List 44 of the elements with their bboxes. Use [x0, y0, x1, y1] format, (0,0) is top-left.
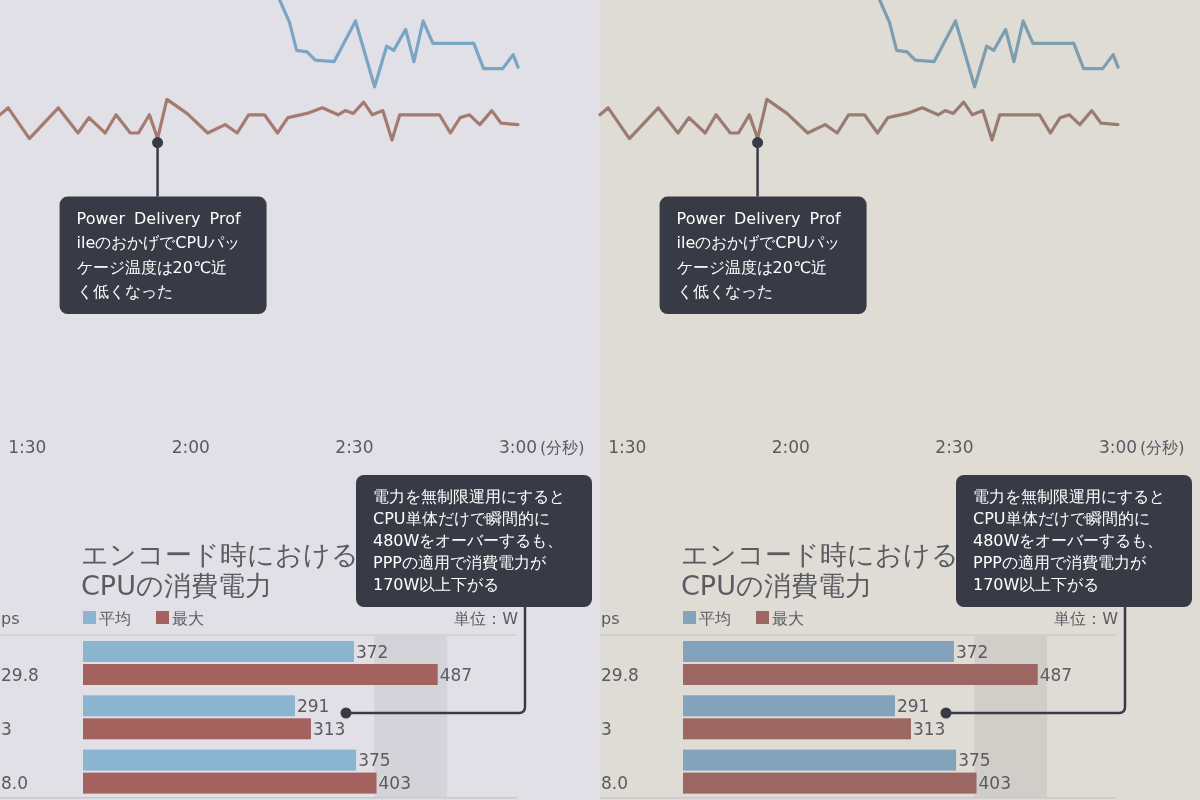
- y-tick: 29.8: [601, 664, 639, 685]
- data-label: 372: [955, 641, 989, 662]
- x-label: (分秒): [540, 438, 585, 457]
- note: 単位：W: [1054, 609, 1118, 628]
- data-label: 487: [439, 664, 473, 685]
- y-label: ps: [1, 609, 20, 628]
- data-label: 313: [312, 718, 346, 739]
- title: エンコード時における: [681, 539, 959, 570]
- y-tick: 29.8: [1, 664, 39, 685]
- data-label: 403: [378, 773, 411, 794]
- x-tick: 1:30: [608, 437, 647, 457]
- legend-label: 平均: [99, 609, 131, 628]
- data-label: 375: [358, 750, 391, 771]
- x-tick: 3:00: [1098, 437, 1138, 457]
- data-label: 372: [355, 641, 389, 662]
- data-label: 375: [958, 750, 991, 771]
- data-label: 313: [912, 718, 946, 739]
- title: エンコード時における: [81, 539, 359, 570]
- x-tick: 1:30: [8, 437, 47, 457]
- x-tick: 2:30: [335, 437, 374, 457]
- title: CPUの消費電力: [681, 570, 872, 601]
- callout: Power Delivery ProfileのおかげでCPUパッケージ温度は20℃近く低くなった: [659, 137, 867, 315]
- y-tick: 3: [601, 718, 612, 739]
- y-tick: 8.0: [1, 773, 29, 794]
- y-tick: 3: [1, 718, 12, 739]
- legend-label: 最大: [172, 609, 204, 628]
- x-tick: 2:00: [771, 437, 810, 457]
- note: 単位：W: [454, 609, 518, 628]
- x-label: (分秒): [1140, 438, 1185, 457]
- annotation: Power Delivery ProfileのおかげでCPUパッケージ温度は20℃近く低くなった: [676, 208, 841, 302]
- annotation: Power Delivery ProfileのおかげでCPUパッケージ温度は20℃近く低くなった: [76, 208, 241, 302]
- callout: Power Delivery ProfileのおかげでCPUパッケージ温度は20℃近く低くなった: [59, 137, 267, 315]
- y-tick: 8.0: [601, 773, 629, 794]
- data-label: 291: [896, 695, 930, 716]
- data-label: 487: [1039, 664, 1073, 685]
- y-label: ps: [601, 609, 620, 628]
- data-label: 403: [978, 773, 1011, 794]
- title: CPUの消費電力: [81, 570, 272, 601]
- x-tick: 2:00: [171, 437, 210, 457]
- legend-label: 最大: [772, 609, 804, 628]
- x-tick: 3:00: [498, 437, 538, 457]
- data-label: 291: [296, 695, 330, 716]
- legend-label: 平均: [699, 609, 731, 628]
- x-tick: 2:30: [935, 437, 974, 457]
